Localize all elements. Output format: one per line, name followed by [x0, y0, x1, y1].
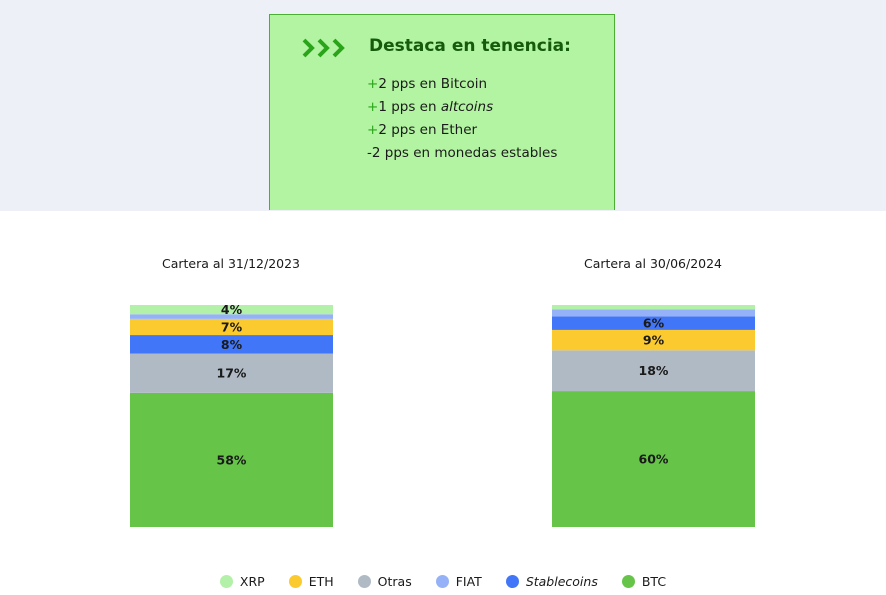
bar-segment-fiat	[130, 314, 333, 319]
bar-segment-stablecoins	[552, 316, 755, 330]
bar-segment-btc	[552, 391, 755, 527]
highlight-sign: -	[367, 145, 372, 161]
legend-swatch	[357, 575, 371, 588]
legend-swatch	[219, 575, 233, 588]
data-label-stablecoins: 6%	[643, 316, 665, 331]
bar-segment-eth	[130, 318, 333, 336]
chart-title-2024: Cartera al 30/06/2024	[583, 256, 723, 271]
legend-item-otras: Otras	[357, 574, 412, 589]
highlights-title: Destaca en tenencia:	[369, 36, 571, 56]
legend-label: BTC	[641, 574, 667, 589]
data-label-btc: 58%	[217, 452, 247, 467]
legend: XRP ETH Otras FIAT Stablecoins BTC	[0, 574, 886, 589]
data-label-eth: 9%	[643, 333, 665, 348]
bar-segment-otras	[130, 353, 333, 393]
stacked-bar-0: 58% 17% 8% 7% 4%	[130, 302, 333, 527]
legend-label: XRP	[239, 574, 265, 589]
legend-swatch	[505, 575, 519, 588]
bar-segment-otras	[552, 350, 755, 392]
legend-item-xrp: XRP	[219, 574, 265, 589]
highlight-item: -2 pps en monedas estables	[367, 144, 557, 167]
highlight-italic-text: altcoins	[440, 99, 494, 115]
legend-item-eth: ETH	[288, 574, 334, 589]
highlight-sign: +	[367, 122, 379, 138]
legend-item-fiat: FIAT	[435, 574, 482, 589]
bar-segment-eth	[552, 329, 755, 351]
legend-label: FIAT	[455, 574, 482, 589]
legend-label: Otras	[377, 574, 412, 589]
highlight-item: +2 pps en Bitcoin	[367, 75, 557, 98]
highlight-text: 2 pps en Ether	[378, 122, 478, 138]
data-label-eth: 7%	[221, 319, 243, 334]
highlight-sign: +	[367, 76, 379, 92]
bar-segment-btc	[130, 392, 333, 527]
bar-segment-xrp	[130, 305, 333, 315]
highlights-box: Destaca en tenencia: +2 pps en Bitcoin +…	[269, 14, 615, 210]
data-label-otras: 17%	[217, 366, 247, 381]
bar-segment-stablecoins	[130, 335, 333, 354]
highlights-list: +2 pps en Bitcoin +1 pps en altcoins +2 …	[367, 75, 557, 167]
legend-item-stablecoins: Stablecoins	[505, 574, 598, 589]
bar-segment-xrp	[552, 305, 755, 310]
highlight-sign: +	[367, 99, 379, 115]
legend-swatch	[621, 575, 635, 588]
data-label-otras: 18%	[639, 363, 669, 378]
highlight-text: 1 pps en	[378, 99, 441, 115]
chevrons-icon	[302, 38, 345, 58]
legend-item-btc: BTC	[621, 574, 667, 589]
highlight-text: 2 pps en Bitcoin	[378, 76, 488, 92]
legend-label: ETH	[308, 574, 334, 589]
bar-segment-fiat	[552, 309, 755, 317]
stacked-bar-1: 60% 18% 9% 6%	[552, 305, 755, 527]
legend-label: Stablecoins	[525, 574, 598, 589]
highlight-text: 2 pps en monedas estables	[371, 145, 558, 161]
data-label-stablecoins: 8%	[221, 337, 243, 352]
legend-swatch	[288, 575, 302, 588]
data-label-xrp: 4%	[221, 302, 243, 317]
chart-title-2023: Cartera al 31/12/2023	[161, 256, 301, 271]
legend-swatch	[435, 575, 449, 588]
highlight-item: +2 pps en Ether	[367, 121, 557, 144]
highlight-item: +1 pps en altcoins	[367, 98, 557, 121]
data-label-btc: 60%	[639, 452, 669, 467]
